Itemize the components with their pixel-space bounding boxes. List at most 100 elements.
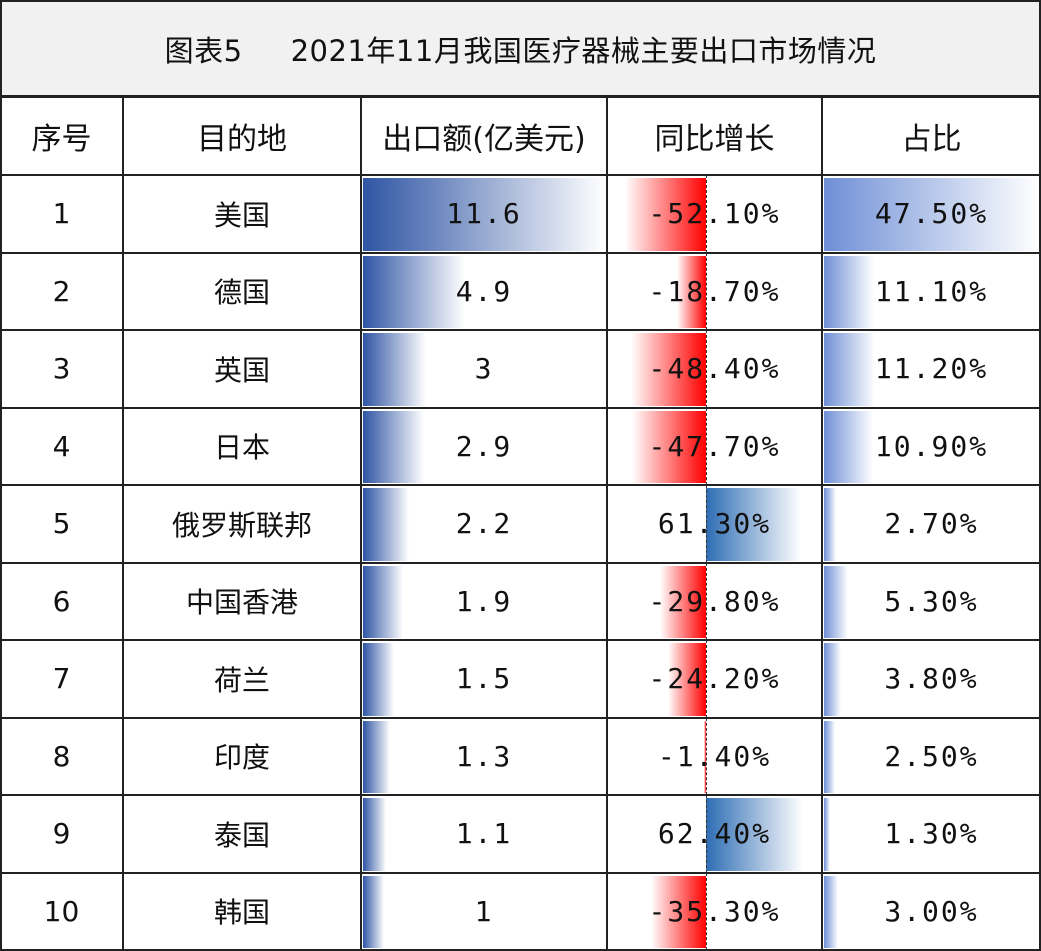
share-value-cell: 47.50% — [822, 175, 1041, 253]
export-value-cell: 1.1 — [361, 795, 607, 873]
destination-cell: 美国 — [123, 175, 361, 253]
export-value-cell: 3 — [361, 330, 607, 408]
row-divider — [0, 251, 1041, 254]
growth-value-cell: -24.20% — [607, 640, 822, 718]
growth-value-cell-text: -52.10% — [648, 197, 781, 231]
share-value-cell: 3.00% — [822, 873, 1041, 951]
export-value-cell-text: 1.1 — [455, 817, 513, 851]
export-value-cell-text: 4.9 — [455, 274, 513, 308]
destination-cell-text: 中国香港 — [185, 586, 298, 620]
share-value-cell: 1.30% — [822, 795, 1041, 873]
share-value-cell: 11.20% — [822, 330, 1041, 408]
table-row: 2 德国 4.9 -18.70% 11.10% — [0, 252, 1041, 331]
growth-value-cell: -18.70% — [607, 253, 822, 331]
title-left-border — [0, 0, 2, 97]
destination-cell: 印度 — [123, 718, 361, 796]
row-divider — [0, 329, 1041, 331]
growth-value-cell-text: -47.70% — [648, 429, 781, 463]
destination-cell: 中国香港 — [123, 563, 361, 641]
growth-value-cell-text: 62.40% — [657, 817, 772, 851]
destination-cell-text: 英国 — [213, 353, 270, 387]
export-data-bar — [363, 720, 391, 793]
destination-cell-text: 印度 — [213, 741, 270, 775]
growth-value-cell-text: -35.30% — [648, 894, 781, 928]
table-row: 4 日本 2.9 -47.70% 10.90% — [0, 407, 1041, 486]
column-divider — [606, 97, 608, 950]
growth-axis-line — [706, 640, 707, 718]
column-divider — [0, 97, 2, 950]
growth-value-cell-text: -48.40% — [648, 352, 781, 386]
export-data-bar — [363, 255, 466, 328]
share-value-cell: 3.80% — [822, 640, 1041, 718]
growth-value-cell: 62.40% — [607, 795, 822, 873]
row-divider — [0, 484, 1041, 486]
export-data-bar — [363, 333, 426, 406]
share-value-cell-text: 11.20% — [874, 352, 989, 386]
growth-axis-line — [706, 175, 707, 253]
row-index: 9 — [0, 795, 123, 873]
export-value-cell: 11.6 — [361, 175, 607, 253]
export-data-bar — [363, 875, 384, 948]
destination-cell: 英国 — [123, 330, 361, 408]
negative-growth-bar — [659, 565, 706, 638]
growth-value-cell-text: -24.20% — [648, 662, 781, 696]
column-header: 同比增长 — [654, 122, 775, 157]
row-divider — [0, 794, 1041, 796]
negative-growth-bar — [631, 410, 706, 483]
growth-value-cell-text: -29.80% — [648, 584, 781, 618]
export-value-cell-text: 1 — [474, 894, 494, 928]
destination-cell: 俄罗斯联邦 — [123, 485, 361, 563]
table-row: 3 英国 3 -48.40% 11.20% — [0, 330, 1041, 408]
share-data-bar — [824, 720, 836, 793]
share-value-cell-text: 3.00% — [884, 894, 979, 928]
negative-growth-bar — [630, 333, 706, 406]
column-header: 序号 — [31, 122, 92, 157]
growth-axis-line — [706, 872, 707, 950]
share-value-cell-text: 47.50% — [874, 197, 989, 231]
row-divider — [0, 871, 1041, 874]
export-value-cell-text: 1.9 — [455, 584, 513, 618]
negative-growth-bar — [625, 178, 706, 251]
column-divider — [122, 97, 124, 950]
row-index-text: 4 — [52, 429, 71, 463]
export-data-bar — [363, 643, 395, 716]
export-data-bar — [363, 798, 386, 871]
share-value-cell-text: 1.30% — [884, 817, 979, 851]
export-value-cell-text: 2.2 — [455, 507, 513, 541]
share-value-cell: 2.70% — [822, 485, 1041, 563]
growth-axis-line — [706, 330, 707, 408]
export-data-bar — [363, 178, 605, 251]
row-index-text: 8 — [52, 739, 71, 773]
row-index: 10 — [0, 873, 123, 951]
destination-cell-text: 俄罗斯联邦 — [171, 508, 312, 542]
share-data-bar — [824, 488, 837, 561]
row-index: 4 — [0, 408, 123, 486]
row-divider — [0, 561, 1041, 564]
destination-cell: 泰国 — [123, 795, 361, 873]
row-index: 1 — [0, 175, 123, 253]
growth-value-cell-text: -18.70% — [648, 274, 781, 308]
share-value-cell-text: 2.70% — [884, 507, 979, 541]
table-title: 图表5 2021年11月我国医疗器械主要出口市场情况 — [0, 0, 1041, 97]
share-value-cell: 11.10% — [822, 253, 1041, 331]
row-index-text: 6 — [52, 584, 71, 618]
export-value-cell-text: 3 — [474, 352, 494, 386]
table-row: 9 泰国 1.1 62.40% 1.30% — [0, 795, 1041, 873]
row-divider — [0, 174, 1041, 176]
row-index-text: 2 — [52, 274, 71, 308]
growth-value-cell: -29.80% — [607, 563, 822, 641]
share-data-bar — [824, 410, 874, 483]
destination-cell: 韩国 — [123, 873, 361, 951]
row-index-text: 10 — [43, 894, 80, 928]
row-index: 6 — [0, 563, 123, 641]
share-value-cell: 2.50% — [822, 718, 1041, 796]
header-top-divider — [0, 96, 1041, 98]
row-index-text: 3 — [52, 352, 71, 386]
share-data-bar — [824, 565, 848, 638]
growth-axis-line — [706, 562, 707, 640]
export-value-cell-text: 1.5 — [455, 662, 513, 696]
export-value-cell: 2.2 — [361, 485, 607, 563]
share-value-cell-text: 11.10% — [874, 274, 989, 308]
table-row: 6 中国香港 1.9 -29.80% 5.30% — [0, 562, 1041, 641]
